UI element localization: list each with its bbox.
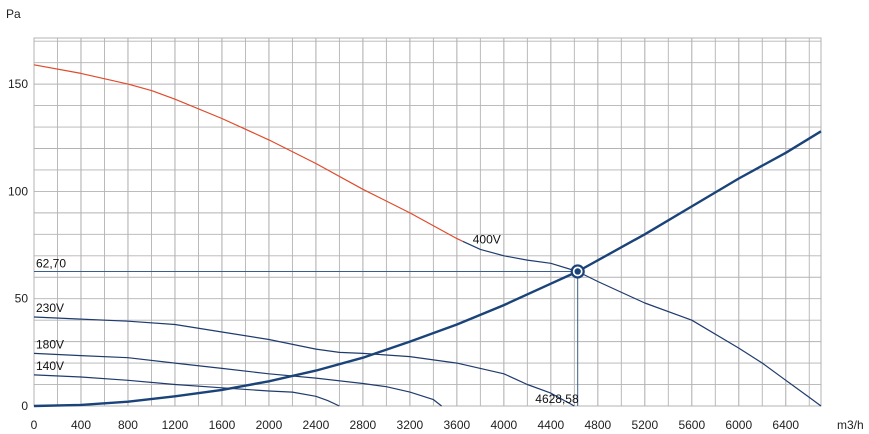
- series-label-230v: 230V: [36, 301, 64, 315]
- x-tick-label: 800: [118, 418, 138, 432]
- y-tick-label: 0: [21, 399, 28, 413]
- fan-curve-230v: [33, 316, 575, 407]
- operating-point-y-label: 62,70: [36, 256, 66, 270]
- x-tick-label: 2000: [256, 418, 283, 432]
- x-tick-label: 5600: [678, 418, 705, 432]
- x-tick-label: 4800: [584, 418, 611, 432]
- operating-point-x-label: 4628,58: [535, 392, 579, 406]
- y-tick-label: 150: [8, 77, 28, 91]
- x-tick-label: 1200: [162, 418, 189, 432]
- y-axis-ticks: 0 50 100 150: [8, 77, 28, 413]
- x-tick-label: 4000: [490, 418, 517, 432]
- x-tick-label: 0: [31, 418, 38, 432]
- x-tick-label: 2400: [303, 418, 330, 432]
- x-axis-unit: m3/h: [837, 418, 864, 432]
- x-tick-label: 4400: [537, 418, 564, 432]
- fan-curve-140v: [33, 374, 340, 407]
- operating-point-guides: [34, 270, 579, 406]
- x-tick-label: 6000: [725, 418, 752, 432]
- y-tick-label: 100: [8, 184, 28, 198]
- series-label-140v: 140V: [36, 359, 64, 373]
- x-tick-label: 3600: [444, 418, 471, 432]
- x-tick-label: 1600: [209, 418, 236, 432]
- grid: [33, 37, 822, 407]
- operating-point-marker: [570, 264, 585, 279]
- x-tick-label: 5200: [631, 418, 658, 432]
- x-axis-ticks: 0 400 800 1200 1600 2000 2400 2800 3200 3600 4000 4…: [31, 418, 800, 432]
- x-tick-label: 2800: [350, 418, 377, 432]
- operating-point-marker-dot: [574, 268, 581, 275]
- series-label-400v: 400V: [473, 232, 501, 246]
- x-tick-label: 3200: [397, 418, 424, 432]
- x-tick-label: 6400: [772, 418, 799, 432]
- y-axis-unit: Pa: [6, 7, 21, 21]
- labels: 400V 230V 180V 140V 62,70 4628,58: [36, 232, 579, 406]
- system-curve: [33, 130, 822, 408]
- fan-curve-400v-unstable: [33, 64, 463, 242]
- x-tick-label: 400: [71, 418, 91, 432]
- series-label-180v: 180V: [36, 337, 64, 351]
- fan-curve-400v: [462, 240, 822, 407]
- y-tick-label: 50: [15, 292, 29, 306]
- curves: [33, 64, 822, 408]
